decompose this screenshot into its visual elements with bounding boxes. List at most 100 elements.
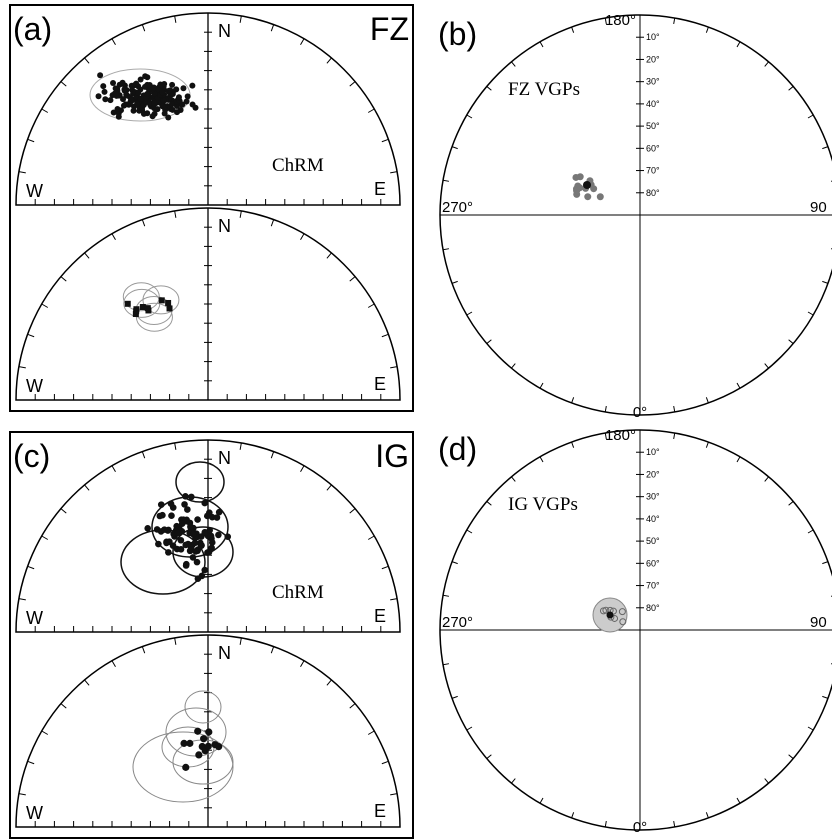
bottom-label: 0°: [633, 404, 647, 421]
rim-tick: [451, 561, 458, 565]
arc-tick: [270, 646, 275, 654]
east-label: E: [374, 374, 386, 394]
rim-tick: [466, 726, 473, 731]
rim-tick: [571, 26, 575, 33]
rim-tick: [705, 26, 709, 33]
arc-tick: [300, 233, 305, 241]
arc-tick: [349, 703, 356, 709]
direction-dot: [144, 525, 151, 532]
arc-tick: [381, 333, 389, 338]
west-label: W: [26, 803, 43, 823]
latitude-label: 10°: [646, 32, 660, 42]
direction-dot: [208, 513, 216, 521]
rim-tick: [788, 754, 794, 759]
rim-tick: [451, 280, 458, 284]
north-label: N: [218, 448, 231, 468]
direction-dot: [208, 539, 216, 546]
direction-dot: [169, 542, 177, 549]
arc-tick: [349, 81, 356, 87]
rim-tick: [822, 146, 829, 150]
direction-dot: [181, 501, 188, 508]
arc-tick: [141, 24, 146, 32]
latitude-label: 30°: [646, 492, 660, 502]
arc-tick: [349, 276, 356, 282]
arc-tick: [60, 508, 67, 514]
direction-dot: [187, 544, 195, 552]
west-label: W: [26, 376, 43, 396]
direction-dot: [174, 529, 182, 537]
direction-dot: [177, 536, 185, 544]
arc-tick: [326, 484, 332, 491]
latitude-label: 40°: [646, 514, 660, 524]
arc-tick: [60, 276, 67, 282]
direction-dot: [175, 94, 182, 101]
direction-dot: [183, 560, 190, 568]
stereonet: N W E ChRM: [15, 12, 401, 206]
direction-dot: [115, 113, 122, 120]
rim-tick: [442, 663, 450, 666]
direction-dot: [119, 79, 126, 86]
rim-tick: [604, 17, 607, 25]
arc-tick: [270, 24, 275, 32]
rim-tick: [736, 41, 741, 48]
direction-dot: [101, 88, 108, 95]
bottom-label: 0°: [633, 819, 647, 836]
confidence-ellipse: [175, 461, 225, 503]
stereonet: N W E: [15, 207, 401, 401]
arc-tick: [84, 252, 90, 259]
direction-dot: [141, 83, 148, 90]
direction-dot: [189, 554, 197, 561]
direction-dot: [189, 82, 196, 89]
direction-dot: [121, 86, 128, 93]
panel-frame: [9, 431, 414, 839]
arc-tick: [174, 637, 177, 645]
arc-tick: [18, 171, 26, 174]
direction-dot: [135, 89, 142, 96]
direction-dot: [208, 544, 215, 552]
direction-dot: [122, 101, 129, 108]
direction-dot: [120, 96, 127, 103]
rim-tick: [442, 179, 450, 182]
latitude-label: 80°: [646, 188, 660, 198]
rim-tick: [451, 695, 458, 699]
arc-tick: [270, 219, 275, 227]
latitude-label: 70°: [646, 581, 660, 591]
direction-dot: [197, 542, 205, 550]
arc-tick: [381, 760, 389, 765]
direction-dot: [184, 93, 191, 100]
mean-pole: [606, 611, 614, 619]
arc-tick: [174, 15, 177, 23]
arc-tick: [41, 303, 49, 308]
rim-tick: [807, 311, 814, 316]
direction-dot: [192, 548, 200, 555]
rim-tick: [466, 311, 473, 316]
direction-dot: [180, 85, 187, 92]
direction-dot: [95, 93, 102, 100]
confidence-ellipse: [135, 302, 173, 332]
arc-tick: [60, 81, 67, 87]
direction-dot: [173, 86, 180, 93]
confidence-ellipse: [120, 529, 206, 595]
arc-tick: [381, 138, 389, 143]
arc-tick: [41, 108, 49, 113]
direction-dot: [130, 107, 137, 114]
map-title: FZ VGPs: [508, 79, 580, 100]
direction-dot: [144, 90, 151, 97]
arc-tick: [60, 703, 67, 709]
vgp-dot: [596, 193, 604, 201]
direction-dot: [169, 90, 176, 97]
direction-dot: [165, 549, 172, 556]
direction-dot: [107, 97, 114, 104]
north-label: N: [218, 216, 231, 236]
rim-tick: [511, 363, 516, 369]
right-label: 90: [810, 614, 827, 631]
arc-tick: [349, 508, 356, 514]
direction-dot: [137, 95, 144, 102]
direction-dot: [110, 79, 117, 86]
rim-tick: [451, 146, 458, 150]
arc-tick: [27, 333, 35, 338]
arc-tick: [27, 138, 35, 143]
arc-tick: [111, 660, 116, 668]
left-label: 270°: [442, 199, 473, 216]
direction-dot: [207, 532, 215, 540]
